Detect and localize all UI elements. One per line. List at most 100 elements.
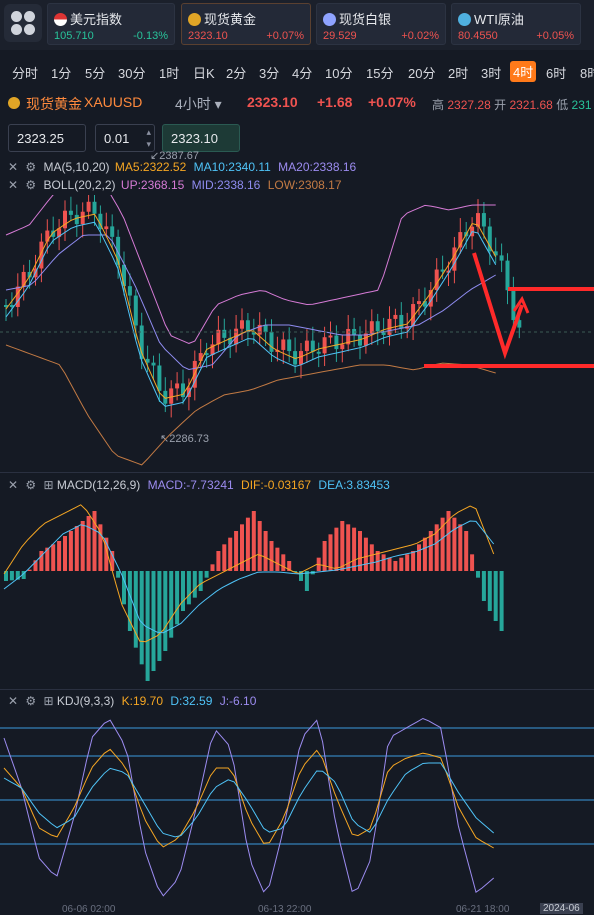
candle-body [304,340,309,352]
macd-histogram-bar [405,554,410,571]
gold-icon [8,97,20,109]
candle-body [328,335,333,338]
symbol-name[interactable]: 现货黄金 [26,96,82,112]
timeframe-11[interactable]: 15分 [366,66,394,81]
us-flag-icon [54,13,67,26]
macd-histogram-bar [45,547,50,571]
macd-histogram-bar [251,511,256,571]
candle-body [257,324,262,335]
boll-lower-line [5,344,496,466]
close-icon[interactable]: ✕ [8,478,19,492]
candle-body [163,390,168,404]
timeframe-17[interactable]: 8时 [580,66,594,81]
gear-icon[interactable]: ⚙ [25,694,37,708]
candle-body [428,290,433,307]
candle-body [74,214,79,225]
macd-histogram-bar [63,536,67,571]
macd-histogram-bar [157,571,162,661]
ticker-wti-oil[interactable]: WTI原油 80.4550 +0.05% [451,3,581,45]
timeframe-bar: 分时 1分 5分 30分 1时 日K 2分 3分 4分 10分 15分 20分 2时 3时 4时 6时 8时 [0,58,594,86]
timeframe-5[interactable]: 1时 [159,66,180,81]
macd-histogram-bar [169,571,174,638]
candle-body [251,332,256,335]
candle-body [181,383,185,398]
timeframe-3[interactable]: 5分 [85,66,106,81]
candle-body [80,211,85,225]
timeframe-9[interactable]: 4分 [292,66,313,81]
ticker-spot-gold[interactable]: 现货黄金 2323.10 +0.07% [181,3,311,45]
add-icon[interactable]: ⊞ [43,478,54,492]
macd-histogram-bar [452,517,457,571]
candle-body [293,351,298,365]
order-price-input[interactable]: 2323.25 [8,124,86,152]
macd-histogram-bar [92,511,97,571]
close-icon[interactable]: ✕ [8,178,19,192]
stepper-arrows-icon[interactable]: ▴ ▾ [146,127,151,149]
symbol-code: XAUUSD [84,94,143,110]
candle-body [322,337,327,354]
timeframe-8[interactable]: 3分 [259,66,280,81]
close-icon[interactable]: ✕ [8,694,19,708]
gear-icon[interactable]: ⚙ [25,478,37,492]
candle-body [139,325,144,359]
ticker-spot-silver[interactable]: 现货白银 29.529 +0.02% [316,3,446,45]
last-price: 2323.10 [247,94,298,110]
timeframe-6[interactable]: 日K [193,66,215,81]
trend-arrow [472,252,524,360]
k-line [3,748,494,849]
price-change: +1.68 [317,94,353,110]
macd-histogram-bar [428,531,433,571]
timeframe-13[interactable]: 2时 [448,66,469,81]
macd-histogram-bar [328,534,333,571]
interval-select[interactable]: 4小时 ▾ [175,96,222,112]
symbol-header: 现货黄金 XAUUSD 4小时 ▾ 2323.10 +1.68 +0.07% 高… [0,92,594,116]
candle-body [240,320,244,329]
dea-line [3,520,495,634]
candle-body [499,255,504,261]
candle-body [375,321,380,332]
timeframe-7[interactable]: 2分 [226,66,247,81]
apps-grid-icon[interactable] [4,4,42,42]
timeframe-16[interactable]: 6时 [546,66,567,81]
candlestick-chart[interactable] [0,195,594,470]
timeframe-2[interactable]: 1分 [51,66,72,81]
candle-body [175,383,180,389]
macd-histogram-bar [493,571,498,621]
macd-chart[interactable] [0,494,594,689]
candle-body [27,271,32,278]
close-icon[interactable]: ✕ [8,160,19,174]
candle-body [145,358,150,363]
macd-histogram-bar [269,541,274,571]
candle-body [346,328,351,345]
macd-histogram-bar [110,551,115,571]
timeframe-1[interactable]: 分时 [12,66,39,81]
candle-body [505,260,510,291]
macd-histogram-bar [139,571,144,665]
timeframe-14[interactable]: 3时 [481,66,502,81]
ticker-usd-index[interactable]: 美元指数 105.710 -0.13% [47,3,175,45]
timeframe-15[interactable]: 4时 [510,61,537,82]
candle-body [476,213,480,227]
j-line [3,717,495,897]
candle-body [63,210,67,229]
timeframe-12[interactable]: 20分 [408,66,436,81]
macd-histogram-bar [204,571,209,578]
macd-histogram-bar [293,571,298,572]
macd-histogram-bar [186,571,191,605]
macd-histogram-bar [163,571,168,651]
d-line [3,762,495,838]
gear-icon[interactable]: ⚙ [25,178,37,192]
order-price-button[interactable]: 2323.10 [162,124,240,152]
timeframe-4[interactable]: 30分 [118,66,146,81]
kdj-chart[interactable] [0,708,594,902]
gear-icon[interactable]: ⚙ [25,160,37,174]
macd-histogram-bar [458,524,463,571]
quantity-stepper[interactable]: 0.01 ▴ ▾ [95,124,155,152]
date-label: 06-06 02:00 [62,904,116,915]
candle-body [116,236,121,265]
add-icon[interactable]: ⊞ [43,694,54,708]
macd-histogram-bar [358,531,362,571]
macd-histogram-bar [228,537,233,571]
macd-histogram-bar [369,544,374,571]
timeframe-10[interactable]: 10分 [325,66,353,81]
